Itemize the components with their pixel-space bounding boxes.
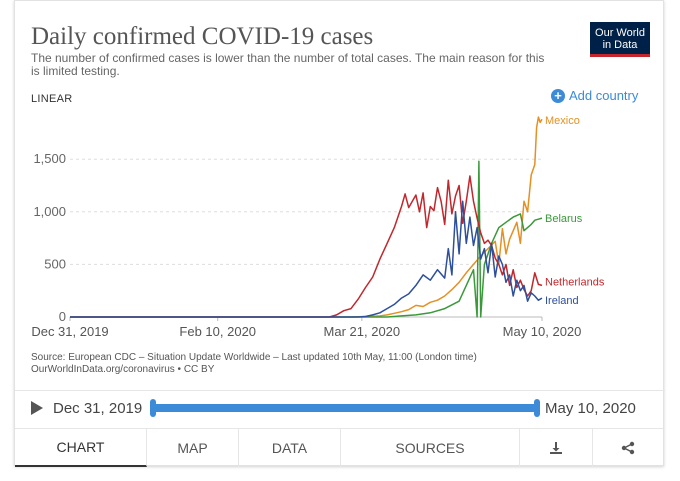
tab-bar: CHART MAP DATA SOURCES <box>15 428 663 467</box>
download-icon <box>550 442 562 454</box>
series-label-mexico: Mexico <box>545 115 580 127</box>
timeline-end-handle[interactable] <box>534 399 540 417</box>
add-country-label: Add country <box>569 88 639 103</box>
logo-line-1: Our World <box>595 27 645 39</box>
download-button[interactable] <box>520 429 593 467</box>
series-line-belarus <box>70 160 543 318</box>
owid-logo[interactable]: Our World in Data <box>590 22 650 57</box>
source-note: Source: European CDC – Situation Update … <box>31 352 477 376</box>
tab-map[interactable]: MAP <box>147 429 239 467</box>
y-tick-label: 0 <box>59 309 66 324</box>
x-tick-label: Dec 31, 2019 <box>31 324 108 339</box>
tab-chart[interactable]: CHART <box>15 429 147 467</box>
series-line-ireland <box>70 200 543 318</box>
series-line-mexico <box>70 116 543 318</box>
scale-toggle[interactable]: LINEAR <box>31 93 73 105</box>
series-label-netherlands: Netherlands <box>545 276 605 288</box>
timeline-start-handle[interactable] <box>150 399 156 417</box>
x-tick-label: Feb 10, 2020 <box>179 324 256 339</box>
line-chart: 0 500 1,000 1,500 Dec 31, 2019 Feb 10, 2020 Ma… <box>31 115 605 339</box>
chart-title: Daily confirmed COVID-19 cases <box>31 23 374 50</box>
tab-sources[interactable]: SOURCES <box>341 429 520 467</box>
play-icon[interactable] <box>31 401 43 415</box>
source-link[interactable]: OurWorldInData.org/coronavirus • CC BY <box>31 364 215 375</box>
timeline-end-label: May 10, 2020 <box>545 400 636 417</box>
y-tick-label: 1,000 <box>33 204 66 219</box>
series-label-ireland: Ireland <box>545 295 579 307</box>
timeline: Dec 31, 2019 May 10, 2020 <box>15 390 665 427</box>
x-tick-label: Mar 21, 2020 <box>324 324 401 339</box>
logo-line-2: in Data <box>602 39 638 51</box>
series-line-netherlands <box>70 175 543 318</box>
plus-circle-icon: + <box>551 88 565 103</box>
series-label-belarus: Belarus <box>545 213 583 225</box>
chart-card: Daily confirmed COVID-19 cases The numbe… <box>14 0 665 467</box>
timeline-start-label: Dec 31, 2019 <box>53 400 143 417</box>
share-icon <box>621 441 635 455</box>
y-tick-label: 500 <box>44 256 66 271</box>
y-tick-label: 1,500 <box>33 151 66 166</box>
add-country-button[interactable]: + Add country <box>551 88 638 103</box>
chart-subtitle: The number of confirmed cases is lower t… <box>31 51 545 78</box>
source-line: Source: European CDC – Situation Update … <box>31 352 477 363</box>
timeline-track[interactable] <box>153 404 537 412</box>
x-tick-label: May 10, 2020 <box>503 324 582 339</box>
tab-data[interactable]: DATA <box>239 429 341 467</box>
share-button[interactable] <box>593 429 663 467</box>
